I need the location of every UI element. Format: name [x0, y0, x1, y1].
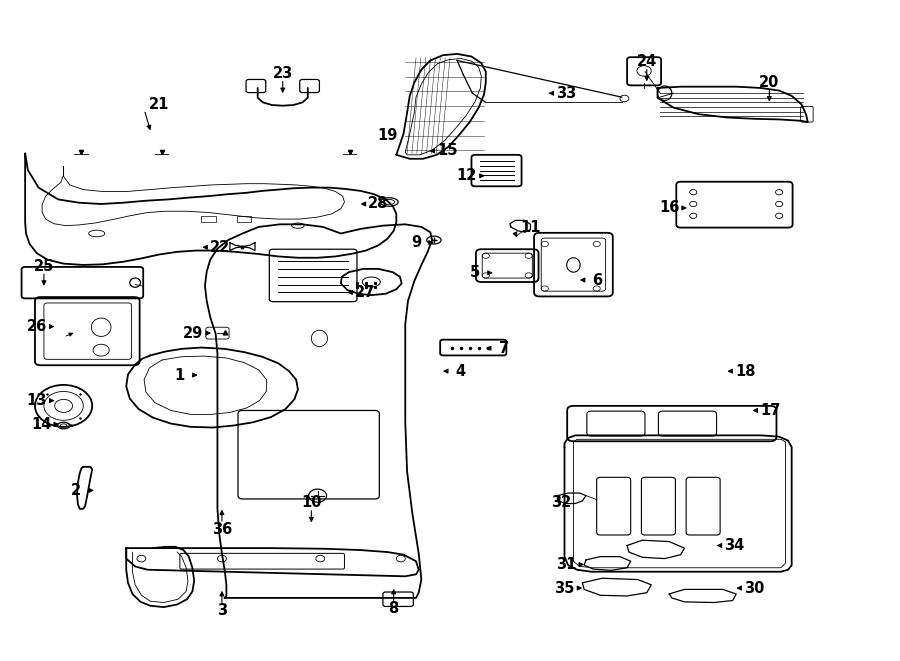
Text: 23: 23: [273, 66, 292, 81]
Text: 27: 27: [355, 285, 375, 300]
Text: 18: 18: [735, 364, 755, 379]
Text: 24: 24: [636, 54, 657, 69]
Text: 21: 21: [149, 97, 169, 112]
Text: 15: 15: [437, 143, 457, 159]
Text: 7: 7: [499, 340, 508, 356]
Text: 30: 30: [744, 580, 764, 596]
Text: 13: 13: [27, 393, 47, 408]
Text: 33: 33: [556, 86, 576, 100]
Text: 28: 28: [368, 196, 389, 212]
Text: 11: 11: [520, 220, 541, 235]
Text: 4: 4: [455, 364, 466, 379]
Text: 20: 20: [759, 75, 779, 90]
Text: 22: 22: [210, 240, 230, 254]
Text: 32: 32: [551, 494, 571, 510]
Text: 34: 34: [724, 538, 744, 553]
Text: 16: 16: [659, 200, 680, 215]
Text: 19: 19: [377, 128, 398, 143]
Text: 10: 10: [302, 495, 321, 510]
Text: 25: 25: [33, 258, 54, 274]
Text: 3: 3: [217, 603, 227, 618]
Text: 14: 14: [32, 416, 51, 432]
Text: 8: 8: [389, 601, 399, 616]
Text: 26: 26: [27, 319, 47, 334]
Text: 36: 36: [212, 522, 232, 537]
Text: 31: 31: [556, 557, 577, 572]
Text: 12: 12: [457, 169, 477, 183]
Text: 1: 1: [175, 368, 185, 383]
Text: 6: 6: [592, 272, 603, 288]
Text: 2: 2: [71, 483, 81, 498]
Text: 29: 29: [184, 326, 203, 340]
Text: 17: 17: [760, 403, 780, 418]
Text: 5: 5: [470, 265, 481, 280]
Text: 35: 35: [554, 580, 575, 596]
Text: 9: 9: [411, 235, 421, 250]
